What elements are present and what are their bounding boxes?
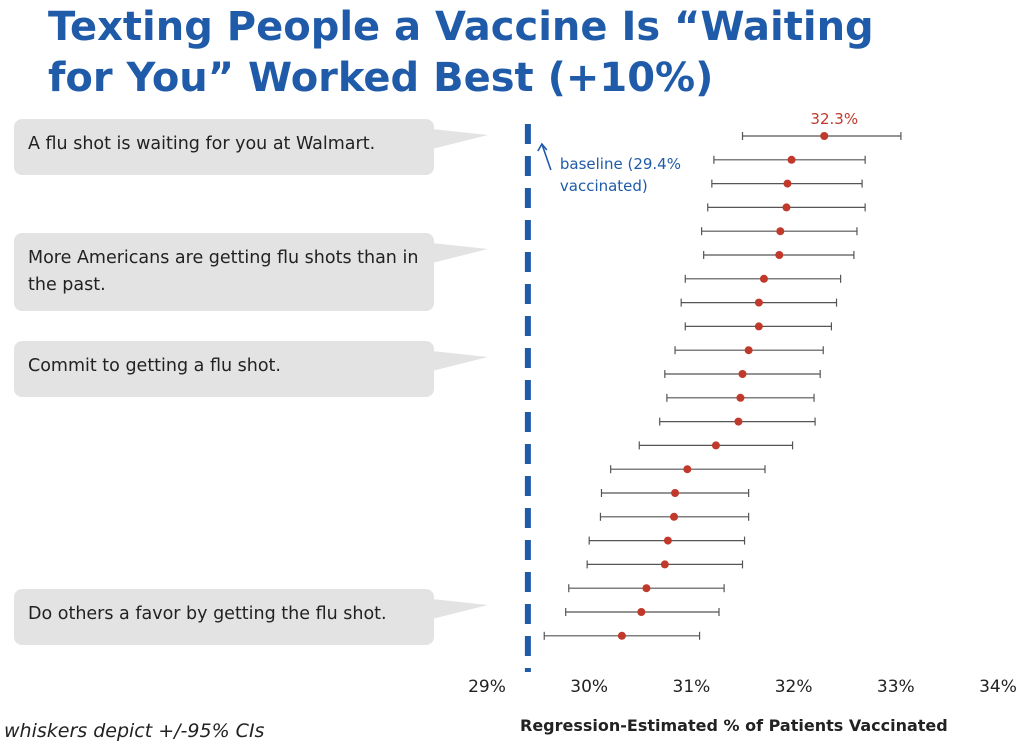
slide-title-line1: Texting People a Vaccine Is “Waiting (48, 4, 874, 50)
estimate-point-16 (600, 489, 750, 497)
estimate-point-17 (599, 512, 750, 521)
speech-tail (432, 599, 488, 619)
point-estimate (776, 227, 785, 236)
estimate-point-15 (610, 465, 766, 474)
point-estimate (820, 132, 829, 140)
estimate-point-13 (659, 417, 816, 426)
x-tick-label: 34% (979, 677, 1017, 697)
point-estimate (744, 346, 753, 355)
estimate-point-14 (638, 441, 794, 450)
x-tick-label: 31% (673, 677, 711, 697)
point-estimate (617, 631, 626, 640)
message-text: Do others a favor by getting the flu sho… (28, 604, 387, 624)
estimate-point-11 (664, 370, 821, 378)
points-layer (543, 132, 902, 640)
point-estimate (754, 322, 763, 331)
point-estimate (670, 512, 679, 521)
estimate-point-10 (674, 346, 824, 355)
point-estimate (683, 465, 692, 474)
estimate-point-22 (543, 631, 701, 640)
estimate-point-20 (568, 584, 725, 593)
baseline-label: baseline (29.4% (560, 155, 681, 173)
estimate-point-12 (666, 393, 815, 402)
message-bubble-commit: Commit to getting a flu shot. (14, 341, 488, 397)
estimate-point-6 (703, 251, 855, 259)
point-estimate (734, 417, 743, 426)
x-tick-label: 32% (775, 677, 813, 697)
message-text: Commit to getting a flu shot. (28, 356, 281, 376)
estimate-point-8 (680, 298, 838, 307)
point-estimate (759, 274, 768, 283)
point-estimate (711, 441, 720, 450)
speech-tail (432, 351, 488, 371)
top-value-label: 32.3% (810, 110, 858, 128)
x-tick-label: 30% (570, 677, 608, 697)
estimate-point-1 (741, 132, 902, 140)
point-estimate (754, 298, 763, 307)
message-text: A flu shot is waiting for you at Walmart… (28, 134, 376, 154)
message-text: More Americans are getting flu shots tha… (28, 248, 419, 295)
estimate-point-7 (684, 274, 842, 283)
slide-title-line2: for You” Worked Best (+10%) (48, 55, 714, 101)
x-axis-label: Regression-Estimated % of Patients Vacci… (520, 716, 948, 735)
estimate-point-5 (701, 227, 858, 236)
estimate-point-2 (713, 155, 866, 164)
point-estimate (671, 489, 680, 497)
footnote: whiskers depict +/-95% CIs (4, 720, 265, 742)
baseline-label: vaccinated) (560, 177, 648, 195)
point-estimate (637, 608, 646, 616)
estimate-point-19 (586, 560, 744, 569)
estimate-point-9 (684, 322, 833, 331)
speech-tail (432, 243, 488, 263)
message-bubble-americans: More Americans are getting flu shots tha… (14, 233, 488, 311)
point-estimate (738, 370, 747, 378)
estimate-point-18 (588, 536, 746, 545)
point-estimate (660, 560, 669, 569)
point-estimate (783, 179, 792, 188)
estimate-point-4 (707, 203, 866, 212)
message-bubble-favor: Do others a favor by getting the flu sho… (14, 589, 488, 645)
baseline-arrow-icon (537, 142, 552, 171)
x-axis-ticks: 29% 30% 31% 32% 33% 34% (468, 677, 1017, 697)
point-estimate (775, 251, 784, 259)
estimate-point-21 (565, 608, 720, 616)
estimate-point-3 (711, 179, 863, 188)
slide-title: Texting People a Vaccine Is “Waiting for… (48, 2, 1018, 104)
point-estimate (787, 155, 796, 164)
speech-tail (432, 129, 488, 149)
point-estimate (642, 584, 651, 593)
point-estimate (736, 393, 745, 402)
message-bubble-walmart: A flu shot is waiting for you at Walmart… (14, 119, 488, 175)
point-estimate (663, 536, 672, 545)
x-tick-label: 29% (468, 677, 506, 697)
point-estimate (782, 203, 791, 212)
x-tick-label: 33% (877, 677, 915, 697)
